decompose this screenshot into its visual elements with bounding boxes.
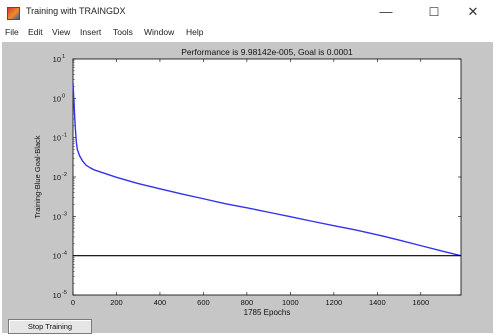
menu-help[interactable]: Help bbox=[186, 27, 204, 37]
matlab-app-icon bbox=[7, 7, 20, 20]
menu-file[interactable]: File bbox=[5, 27, 19, 37]
maximize-button[interactable]: ☐ bbox=[428, 5, 440, 19]
y-tick-label: 10 bbox=[53, 173, 61, 182]
x-tick-label: 1000 bbox=[282, 298, 299, 307]
menu-insert[interactable]: Insert bbox=[80, 27, 102, 37]
y-tick-label: 10 bbox=[53, 212, 61, 221]
y-tick-exponent: 0 bbox=[62, 93, 65, 99]
y-axis-label: Training-Blue Goal-Black bbox=[33, 135, 42, 218]
y-tick-label: 10 bbox=[53, 94, 61, 103]
y-tick-label: 10 bbox=[53, 55, 61, 64]
x-tick-label: 1600 bbox=[412, 298, 429, 307]
x-tick-label: 0 bbox=[71, 298, 75, 307]
x-tick-label: 400 bbox=[154, 298, 167, 307]
y-tick-label: 10 bbox=[53, 134, 61, 143]
x-tick-label: 1200 bbox=[325, 298, 342, 307]
y-tick-exponent: -3 bbox=[62, 211, 67, 217]
title-bar: Training with TRAINGDX — ☐ ✕ bbox=[0, 0, 495, 26]
y-tick-exponent: -2 bbox=[62, 172, 67, 178]
window-title: Training with TRAINGDX bbox=[26, 6, 126, 16]
y-tick-label: 10 bbox=[53, 252, 61, 261]
x-tick-label: 1400 bbox=[369, 298, 386, 307]
x-tick-label: 600 bbox=[197, 298, 210, 307]
y-tick-exponent: -5 bbox=[62, 290, 67, 296]
y-tick-exponent: -1 bbox=[62, 133, 67, 139]
menu-tools[interactable]: Tools bbox=[113, 27, 133, 37]
chart-title: Performance is 9.98142e-005, Goal is 0.0… bbox=[181, 47, 353, 57]
y-tick-exponent: -4 bbox=[62, 251, 67, 257]
menu-view[interactable]: View bbox=[52, 27, 71, 37]
training-performance-line bbox=[72, 82, 462, 257]
x-axis-label: 1785 Epochs bbox=[244, 308, 291, 317]
performance-plot: Performance is 9.98142e-005, Goal is 0.0… bbox=[33, 47, 462, 317]
figure-area: Performance is 9.98142e-005, Goal is 0.0… bbox=[2, 42, 493, 334]
menu-bar: File Edit View Insert Tools Window Help bbox=[0, 26, 495, 41]
menu-edit[interactable]: Edit bbox=[28, 27, 43, 37]
x-tick-label: 800 bbox=[241, 298, 254, 307]
y-tick-exponent: 1 bbox=[62, 54, 65, 60]
y-tick-label: 10 bbox=[53, 291, 61, 300]
x-tick-label: 200 bbox=[110, 298, 123, 307]
stop-training-button[interactable]: Stop Training bbox=[8, 319, 92, 334]
axes-box bbox=[72, 58, 462, 296]
close-button[interactable]: ✕ bbox=[467, 4, 479, 19]
menu-window[interactable]: Window bbox=[144, 27, 175, 37]
minimize-button[interactable]: — bbox=[379, 4, 393, 19]
